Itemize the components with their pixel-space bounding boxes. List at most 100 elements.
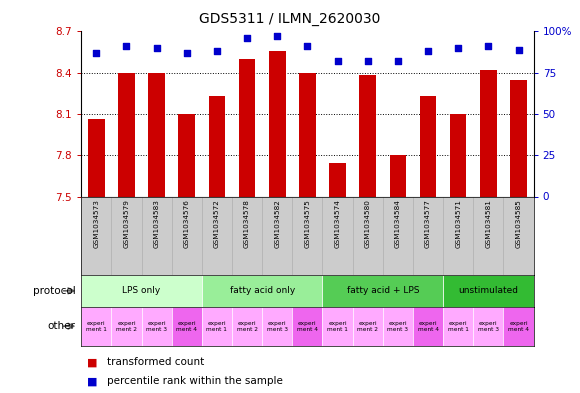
Bar <box>232 196 262 275</box>
Point <box>152 45 161 51</box>
Point <box>242 35 252 41</box>
Text: GSM1034581: GSM1034581 <box>485 199 491 248</box>
Bar <box>420 96 436 196</box>
Text: experi
ment 4: experi ment 4 <box>297 321 318 332</box>
Text: GSM1034574: GSM1034574 <box>335 199 340 248</box>
Point <box>484 43 493 50</box>
Bar <box>209 96 225 196</box>
Point <box>423 48 433 54</box>
Point <box>303 43 312 50</box>
Bar <box>81 307 111 346</box>
Text: experi
ment 4: experi ment 4 <box>176 321 197 332</box>
Text: experi
ment 3: experi ment 3 <box>478 321 499 332</box>
Text: GSM1034573: GSM1034573 <box>93 199 99 248</box>
Bar <box>390 155 406 196</box>
Bar <box>202 275 322 307</box>
Text: GSM1034577: GSM1034577 <box>425 199 431 248</box>
Bar <box>503 196 534 275</box>
Bar <box>232 307 262 346</box>
Text: GSM1034585: GSM1034585 <box>516 199 521 248</box>
Text: GSM1034572: GSM1034572 <box>214 199 220 248</box>
Text: percentile rank within the sample: percentile rank within the sample <box>107 376 283 386</box>
Text: transformed count: transformed count <box>107 357 205 367</box>
Text: experi
ment 2: experi ment 2 <box>116 321 137 332</box>
Text: GSM1034578: GSM1034578 <box>244 199 250 248</box>
Bar <box>81 275 202 307</box>
Bar <box>413 307 443 346</box>
Bar <box>292 196 322 275</box>
Bar <box>111 307 142 346</box>
Bar <box>262 196 292 275</box>
Bar <box>503 307 534 346</box>
Bar <box>510 80 527 196</box>
Text: fatty acid only: fatty acid only <box>230 286 295 295</box>
Text: other: other <box>48 321 75 331</box>
Text: LPS only: LPS only <box>122 286 161 295</box>
Bar <box>473 196 503 275</box>
Bar <box>269 51 285 196</box>
Bar <box>81 196 111 275</box>
Text: GSM1034583: GSM1034583 <box>154 199 160 248</box>
Text: unstimulated: unstimulated <box>458 286 519 295</box>
Text: GSM1034575: GSM1034575 <box>304 199 310 248</box>
Text: experi
ment 4: experi ment 4 <box>418 321 438 332</box>
Bar <box>88 119 104 196</box>
Bar <box>172 307 202 346</box>
Point <box>363 58 372 64</box>
Text: protocol: protocol <box>32 286 75 296</box>
Text: ■: ■ <box>87 357 97 367</box>
Bar <box>329 163 346 196</box>
Text: experi
ment 2: experi ment 2 <box>357 321 378 332</box>
Text: experi
ment 1: experi ment 1 <box>327 321 348 332</box>
Bar <box>413 196 443 275</box>
Bar <box>383 307 413 346</box>
Bar <box>353 196 383 275</box>
Point <box>122 43 131 50</box>
Text: experi
ment 1: experi ment 1 <box>86 321 107 332</box>
Bar <box>172 196 202 275</box>
Point <box>393 58 403 64</box>
Text: experi
ment 1: experi ment 1 <box>448 321 469 332</box>
Point <box>273 33 282 40</box>
Text: GSM1034579: GSM1034579 <box>124 199 129 248</box>
Bar <box>118 73 135 196</box>
Point <box>182 50 191 56</box>
Bar <box>473 307 503 346</box>
Bar <box>202 196 232 275</box>
Bar <box>299 73 316 196</box>
Bar <box>148 73 165 196</box>
Bar <box>322 307 353 346</box>
Point <box>454 45 463 51</box>
Text: GSM1034580: GSM1034580 <box>365 199 371 248</box>
Point <box>212 48 222 54</box>
Bar <box>383 196 413 275</box>
Text: ■: ■ <box>87 376 97 386</box>
Bar <box>353 307 383 346</box>
Text: GSM1034582: GSM1034582 <box>274 199 280 248</box>
Text: GDS5311 / ILMN_2620030: GDS5311 / ILMN_2620030 <box>200 12 380 26</box>
Text: experi
ment 4: experi ment 4 <box>508 321 529 332</box>
Bar <box>111 196 142 275</box>
Text: experi
ment 3: experi ment 3 <box>267 321 288 332</box>
Bar <box>262 307 292 346</box>
Bar <box>322 196 353 275</box>
Point <box>514 46 523 53</box>
Point <box>333 58 342 64</box>
Point <box>92 50 101 56</box>
Bar <box>443 275 534 307</box>
Text: experi
ment 2: experi ment 2 <box>237 321 258 332</box>
Bar <box>443 307 473 346</box>
Bar <box>142 196 172 275</box>
Bar <box>443 196 473 275</box>
Text: GSM1034584: GSM1034584 <box>395 199 401 248</box>
Text: experi
ment 3: experi ment 3 <box>387 321 408 332</box>
Bar <box>292 307 322 346</box>
Text: experi
ment 1: experi ment 1 <box>206 321 227 332</box>
Bar <box>360 75 376 196</box>
Text: experi
ment 3: experi ment 3 <box>146 321 167 332</box>
Bar <box>142 307 172 346</box>
Bar <box>202 307 232 346</box>
Bar <box>480 70 496 196</box>
Text: GSM1034576: GSM1034576 <box>184 199 190 248</box>
Bar <box>179 114 195 196</box>
